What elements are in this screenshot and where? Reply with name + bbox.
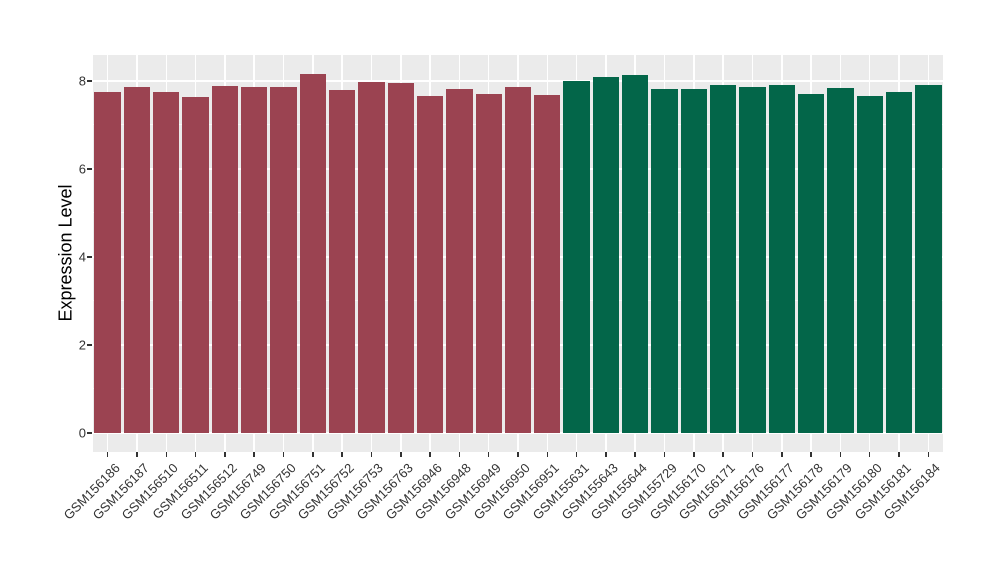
- bar-GSM156176: [739, 86, 766, 433]
- bar-GSM156753: [358, 82, 385, 433]
- x-tick-mark: [810, 452, 812, 457]
- x-tick-mark: [312, 452, 314, 457]
- x-tick-mark: [751, 452, 754, 457]
- x-tick-mark: [722, 452, 724, 457]
- y-tick-mark: [87, 168, 92, 170]
- y-tick-mark: [87, 344, 92, 346]
- bar-GSM156186: [94, 91, 121, 433]
- bar-GSM156752: [328, 89, 356, 433]
- bar-GSM155644: [622, 75, 649, 433]
- y-tick-mark: [87, 256, 92, 258]
- x-tick-mark: [781, 452, 783, 457]
- bar-GSM156177: [768, 84, 795, 433]
- x-tick-mark: [634, 452, 636, 457]
- x-tick-mark: [605, 452, 607, 457]
- x-tick-mark: [400, 452, 402, 457]
- bar-GSM156949: [475, 94, 502, 433]
- bar-GSM156170: [680, 88, 708, 433]
- x-tick-mark: [224, 452, 226, 457]
- x-tick-mark: [282, 452, 285, 457]
- y-tick-mark: [87, 80, 92, 82]
- x-tick-mark: [194, 452, 197, 457]
- x-tick-mark: [341, 452, 343, 457]
- bar-GSM155729: [651, 89, 678, 433]
- x-tick-mark: [927, 452, 930, 457]
- x-tick-mark: [517, 452, 519, 457]
- y-tick-label: 6: [78, 161, 86, 177]
- plot-panel: [93, 55, 943, 452]
- bar-GSM156950: [504, 86, 532, 433]
- bar-GSM156180: [856, 95, 883, 433]
- x-tick-mark: [663, 452, 666, 457]
- x-tick-mark: [546, 452, 549, 457]
- bar-GSM155643: [592, 76, 620, 433]
- bar-GSM156179: [827, 88, 854, 433]
- x-tick-mark: [898, 452, 900, 457]
- bar-GSM156511: [182, 97, 209, 433]
- bar-GSM155631: [563, 81, 590, 433]
- bar-GSM156181: [885, 92, 913, 433]
- bar-GSM156184: [915, 85, 942, 433]
- bar-GSM156751: [299, 74, 326, 433]
- x-tick-mark: [165, 452, 168, 457]
- bar-GSM156763: [387, 83, 414, 433]
- y-tick-label: 0: [78, 425, 86, 441]
- x-tick-mark: [429, 452, 431, 457]
- x-tick-mark: [136, 452, 138, 457]
- bar-GSM156749: [241, 86, 268, 433]
- y-tick-label: 2: [78, 337, 86, 353]
- bar-GSM156512: [211, 85, 239, 433]
- x-tick-mark: [458, 452, 461, 457]
- bar-GSM156948: [446, 88, 473, 433]
- x-tick-mark: [839, 452, 842, 457]
- y-tick-label: 8: [78, 73, 86, 89]
- x-tick-mark: [370, 452, 373, 457]
- bar-GSM156510: [153, 91, 180, 433]
- x-tick-mark: [575, 452, 578, 457]
- y-tick-label: 4: [78, 249, 86, 265]
- bar-GSM156750: [270, 86, 297, 433]
- x-tick-mark: [868, 452, 871, 457]
- x-tick-mark: [253, 452, 255, 457]
- x-tick-mark: [106, 452, 109, 457]
- bar-GSM156946: [416, 95, 444, 433]
- bar-GSM156951: [534, 95, 561, 433]
- x-tick-mark: [487, 452, 490, 457]
- bar-GSM156178: [797, 94, 825, 433]
- bar-GSM156187: [123, 86, 151, 433]
- y-tick-mark: [87, 432, 92, 434]
- bar-GSM156171: [709, 84, 737, 433]
- x-tick-mark: [693, 452, 695, 457]
